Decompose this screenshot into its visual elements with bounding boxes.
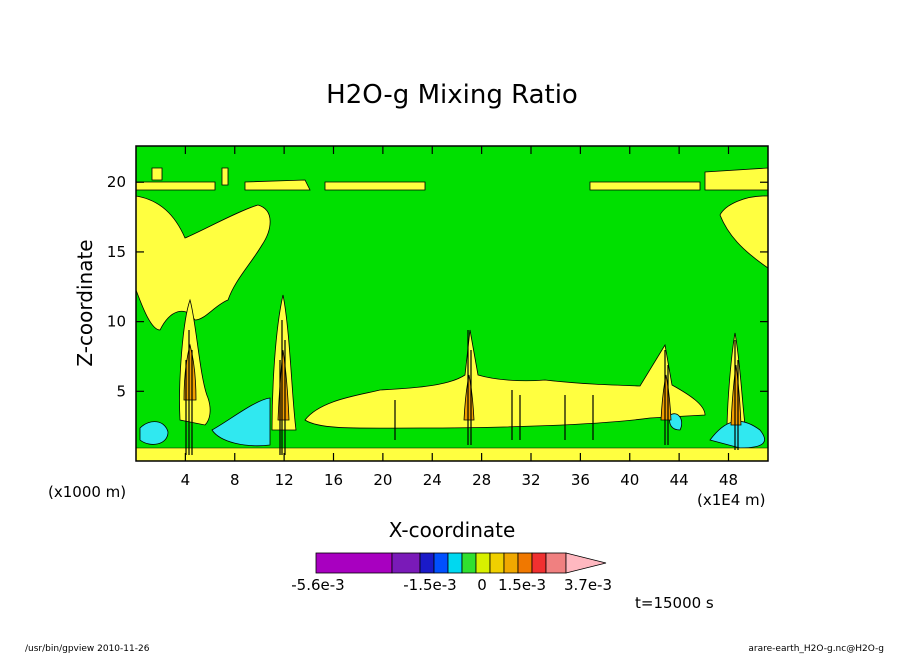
x-tick-label: 44 [670,471,689,489]
colorbar-arrow [565,552,607,574]
moist-region-upper-right [719,195,768,269]
x-tick-label: 12 [275,471,294,489]
x-unit-left: (x1000 m) [48,483,126,501]
footer-left: /usr/bin/gpview 2010-11-26 [25,644,150,654]
colorbar-labels: -5.6e-3 -1.5e-3 0 1.5e-3 3.7e-3 [291,576,612,594]
x-tick-label: 20 [373,471,392,489]
colorbar-bin [315,552,393,574]
contour-columns [185,320,739,455]
x-tick-label: 32 [521,471,540,489]
colorbar-bin [531,552,547,574]
dry-pocket-48 [709,421,765,449]
colorbar-bin [433,552,449,574]
colorbar-label: -1.5e-3 [403,576,456,594]
surface-layer [136,448,768,461]
y-tick-label: 20 [107,173,126,191]
colorbar [315,552,607,574]
colorbar-label: 3.7e-3 [564,576,612,594]
colorbar-bin [545,552,567,574]
x-axis-label: X-coordinate [389,518,516,542]
x-tick-label: 4 [181,471,191,489]
colorbar-bin [447,552,463,574]
moist-region-upper-left [136,195,271,331]
core-4 [183,343,197,401]
contour-fields [136,167,768,461]
moist-band-lower [304,329,706,429]
x-tick-label: 24 [423,471,442,489]
colorbar-label: -5.6e-3 [291,576,344,594]
dry-pocket-12 [211,397,271,447]
y-tick-label: 5 [116,382,126,400]
y-axis-label: Z-coordinate [73,239,97,366]
x-tick-label: 16 [324,471,343,489]
x-axis-ticks: 4 8 12 16 20 24 28 32 36 40 44 48 [181,146,738,489]
colorbar-bin [461,552,477,574]
colorbar-bin [517,552,533,574]
x-tick-label: 48 [719,471,738,489]
x-tick-label: 40 [620,471,639,489]
core-12 [277,349,290,421]
time-label: t=15000 s [635,594,714,612]
colorbar-bin [419,552,435,574]
x-tick-label: 28 [472,471,491,489]
dry-pocket-left [139,421,169,445]
x-tick-label: 8 [230,471,240,489]
x-unit-right: (x1E4 m) [697,491,766,509]
colorbar-bin [391,552,421,574]
y-tick-label: 10 [107,313,126,331]
footer-right: arare-earth_H2O-g.nc@H2O-g [748,644,884,654]
y-axis-ticks: 5 10 15 20 [107,173,768,400]
moist-layer-top [136,167,768,191]
colorbar-label: 0 [477,576,487,594]
colorbar-bin [503,552,519,574]
colorbar-bin [475,552,491,574]
x-tick-label: 36 [571,471,590,489]
y-tick-label: 15 [107,243,126,261]
dry-pocket-44 [669,413,683,431]
plot-frame [135,145,769,462]
chart-title: H2O-g Mixing Ratio [326,80,578,110]
colorbar-label: 1.5e-3 [498,576,546,594]
colorbar-bin [489,552,505,574]
